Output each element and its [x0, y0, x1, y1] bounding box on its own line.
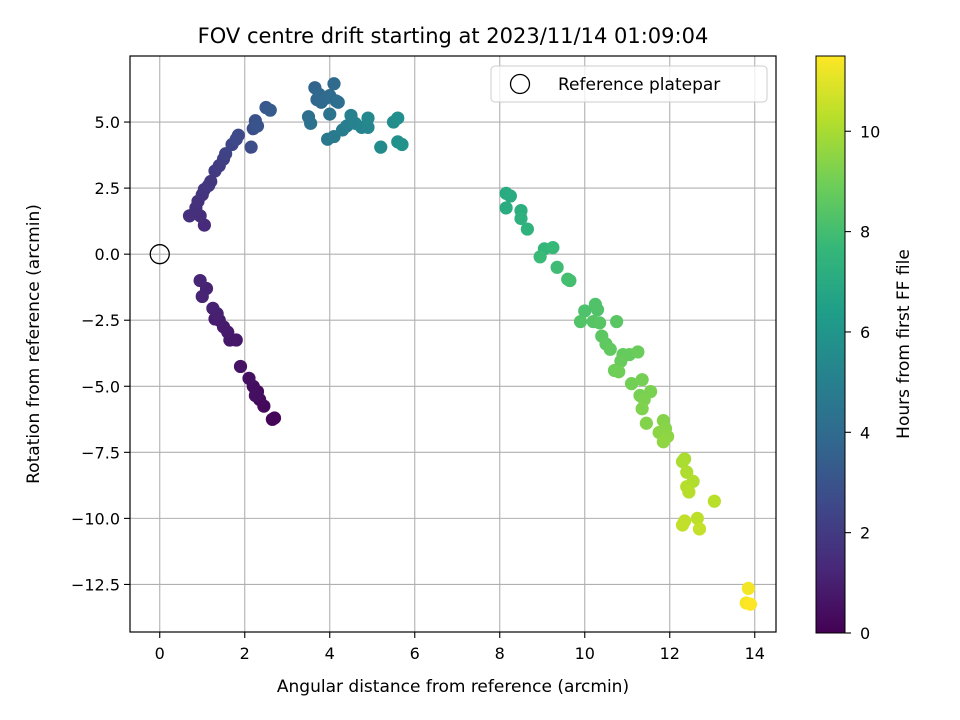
x-axis-ticks: 0 2 4 6 8 10 12 14 — [155, 632, 765, 663]
data-point — [656, 435, 670, 449]
colorbar-tick-label: 0 — [860, 624, 870, 643]
y-tick-label: −5.0 — [81, 377, 120, 396]
reference-marker-group — [149, 244, 170, 265]
data-point — [675, 454, 690, 469]
data-point — [612, 365, 626, 379]
data-point — [635, 373, 649, 387]
data-point — [546, 240, 560, 255]
data-point — [331, 95, 345, 109]
data-point — [520, 222, 534, 236]
data-point — [231, 128, 245, 142]
data-point — [242, 371, 256, 385]
data-point — [361, 120, 375, 134]
data-point — [361, 111, 375, 125]
data-point — [193, 273, 207, 288]
colorbar-tick-label: 8 — [860, 223, 870, 242]
y-axis-label: Rotation from reference (arcmin) — [24, 204, 44, 484]
legend-reference-circle-icon — [509, 73, 531, 95]
grid-lines — [130, 56, 776, 632]
colorbar-frame — [815, 55, 846, 634]
y-tick-label: −10.0 — [71, 509, 120, 528]
data-point — [639, 416, 653, 430]
data-point — [603, 342, 617, 356]
plot-frame — [129, 55, 777, 633]
data-point — [631, 345, 645, 359]
data-point — [204, 174, 218, 189]
legend-box — [490, 65, 768, 103]
data-point — [499, 201, 513, 215]
y-axis-ticks: 5.0 2.5 0.0 −2.5 −5.0 −7.5 −10.0 −12.5 — [71, 113, 130, 594]
data-point — [219, 147, 233, 161]
y-tick-label: 0.0 — [95, 245, 120, 264]
colorbar-ticks: 0 2 4 6 8 10 — [845, 122, 880, 643]
data-point — [680, 465, 694, 479]
x-tick-label: 4 — [325, 644, 335, 663]
data-point — [635, 402, 649, 416]
data-point — [395, 137, 409, 152]
x-tick-label: 14 — [745, 644, 765, 663]
y-tick-label: 5.0 — [95, 113, 120, 132]
data-point — [304, 116, 318, 130]
chart-title: FOV centre drift starting at 2023/11/14 … — [198, 24, 709, 48]
y-tick-label: 2.5 — [95, 179, 120, 198]
data-point — [244, 140, 258, 154]
data-point — [514, 211, 528, 226]
legend-label: Reference platepar — [558, 75, 720, 95]
data-point — [323, 107, 337, 121]
colorbar — [816, 56, 845, 633]
colorbar-tick-label: 10 — [860, 122, 880, 141]
colorbar-tick-label: 4 — [860, 423, 870, 442]
data-point — [267, 411, 282, 425]
data-point — [690, 511, 704, 525]
y-tick-label: −7.5 — [81, 443, 120, 462]
x-tick-label: 10 — [575, 644, 595, 663]
colorbar-label: Hours from first FF file — [894, 249, 914, 439]
data-point — [707, 494, 721, 508]
data-point — [624, 377, 639, 391]
data-point — [590, 303, 605, 317]
data-points — [182, 77, 758, 611]
data-point — [610, 314, 624, 329]
x-tick-label: 8 — [495, 644, 505, 663]
data-point — [692, 522, 707, 536]
data-point — [563, 273, 577, 288]
colorbar-tick-label: 2 — [860, 524, 870, 543]
data-point — [233, 359, 248, 374]
data-point — [391, 111, 405, 125]
data-point — [550, 260, 564, 274]
data-point — [503, 189, 517, 203]
data-point — [578, 304, 592, 318]
data-point — [327, 77, 341, 91]
reference-platepar-marker — [149, 244, 170, 265]
data-point — [374, 140, 388, 154]
data-point — [682, 485, 696, 499]
data-point — [248, 388, 262, 403]
y-tick-label: −2.5 — [81, 311, 120, 330]
data-point — [675, 518, 690, 532]
x-tick-label: 12 — [660, 644, 680, 663]
x-tick-label: 2 — [240, 644, 250, 663]
x-tick-label: 0 — [155, 644, 165, 663]
data-point — [250, 119, 265, 133]
data-point — [533, 250, 547, 264]
data-point — [741, 581, 755, 596]
data-point — [206, 301, 220, 315]
x-tick-label: 6 — [410, 644, 420, 663]
data-point — [195, 289, 209, 304]
data-point — [573, 314, 588, 329]
colorbar-tick-label: 6 — [860, 323, 870, 342]
x-axis-label: Angular distance from reference (arcmin) — [277, 677, 629, 697]
data-point — [263, 103, 277, 117]
data-point — [593, 316, 607, 330]
data-point — [614, 354, 628, 368]
y-tick-label: −12.5 — [71, 575, 120, 594]
data-point — [743, 597, 758, 611]
legend: Reference platepar — [490, 65, 768, 103]
